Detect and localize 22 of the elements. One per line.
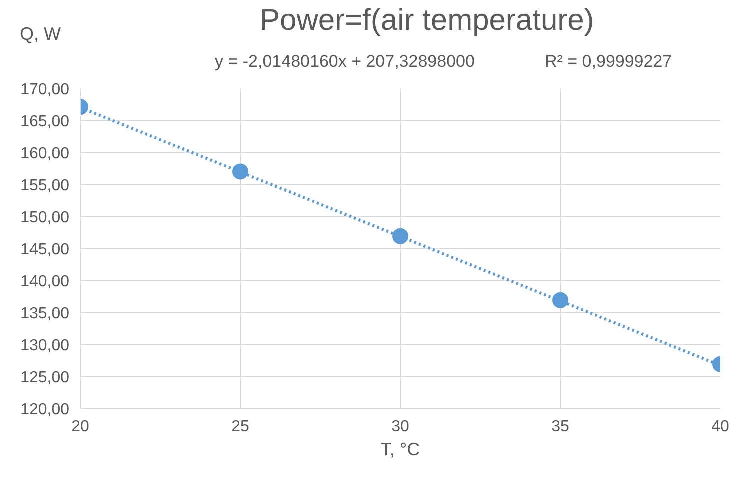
y-tick-label: 170,00	[20, 82, 70, 98]
point	[392, 228, 408, 244]
y-axis-title: Q, W	[20, 23, 61, 46]
x-tick-label: 20	[72, 418, 90, 436]
x-tick-label: 25	[232, 418, 250, 436]
x-tick-label: 30	[392, 418, 410, 436]
y-tick-label: 150,00	[20, 210, 70, 226]
y-tick-label: 160,00	[20, 146, 70, 162]
x-tick-label: 35	[552, 418, 570, 436]
y-tick-label: 145,00	[20, 242, 70, 258]
y-tick-label: 130,00	[20, 338, 70, 354]
y-tick-label: 135,00	[20, 306, 70, 322]
y-tick-label: 120,00	[20, 402, 70, 418]
chart-title: Power=f(air temperature)	[260, 3, 594, 39]
y-tick-label: 155,00	[20, 178, 70, 194]
x-axis-title: T, °C	[380, 440, 420, 460]
y-tick-label: 165,00	[20, 114, 70, 130]
text: R² = 0,99999227	[545, 51, 672, 73]
y-tick-label: 125,00	[20, 370, 70, 386]
text: y = -2,01480160x + 207,32898000	[215, 51, 475, 73]
x-tick-label: 40	[712, 418, 730, 436]
y-tick-label: 140,00	[20, 274, 70, 290]
